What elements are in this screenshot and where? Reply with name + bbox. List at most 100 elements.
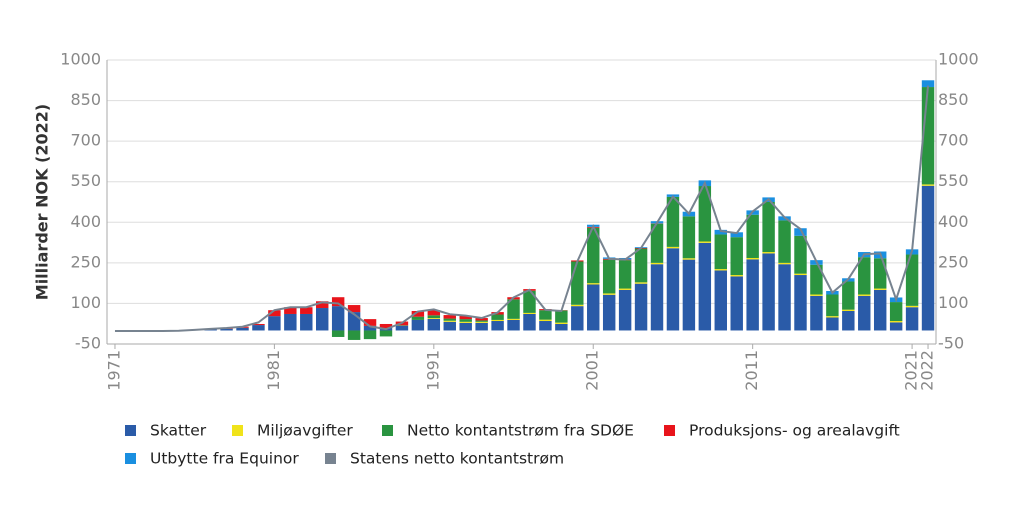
bar-segment	[300, 313, 313, 331]
bar-segment	[698, 186, 712, 242]
bar-segment	[634, 283, 648, 331]
bar-segment	[618, 260, 632, 289]
y2-tick-label: 700	[938, 131, 969, 150]
bar-segment	[204, 329, 217, 331]
bar-segment	[602, 293, 616, 295]
bar-segment	[905, 307, 919, 331]
bar-segment	[602, 294, 616, 331]
bar-segment	[411, 311, 425, 317]
bar-segment	[571, 304, 584, 307]
y-axis-label: Milliarder NOK (2022)	[33, 104, 52, 300]
bar-segment	[236, 327, 249, 331]
bar-segment	[873, 258, 887, 289]
bar-segment	[268, 316, 281, 331]
bar-segment	[523, 290, 536, 313]
bar-segment	[634, 248, 648, 283]
bar-segment	[714, 269, 727, 271]
bar-segment	[794, 273, 807, 276]
bar-segment	[698, 242, 712, 331]
y-tick-label: 850	[70, 90, 101, 109]
bar-segment	[650, 262, 664, 265]
bar-segment	[443, 321, 456, 331]
bar-segment	[682, 216, 696, 259]
bar-segment	[794, 275, 807, 331]
y-tick-label: 400	[70, 212, 101, 231]
bar-segment	[507, 299, 520, 319]
bar-segment	[475, 318, 488, 321]
bar-segment	[459, 321, 472, 323]
y-tick-label: 550	[70, 171, 101, 190]
bar-segment	[587, 283, 600, 285]
bar-segment	[714, 234, 727, 270]
bar-segment	[220, 328, 233, 331]
x-tick-label: 1981	[264, 350, 283, 391]
x-tick-label: 1991	[423, 350, 442, 391]
legend-label: Statens netto kontantstrøm	[350, 450, 564, 468]
bar-segment	[905, 305, 919, 308]
bar-segment	[427, 315, 441, 319]
bar-segment	[858, 295, 871, 331]
legend-swatch	[125, 453, 136, 464]
y2-tick-label: 250	[938, 252, 969, 271]
bar-segment	[252, 323, 265, 326]
bar-segment	[555, 310, 568, 323]
bar-segment	[347, 305, 361, 313]
y2-tick-label: 400	[938, 212, 969, 231]
bar-segment	[539, 321, 552, 331]
bar-segment	[730, 237, 743, 276]
bar-segment	[602, 259, 616, 294]
y-tick-label: 700	[70, 131, 101, 150]
bar-segment	[475, 322, 488, 331]
x-tick-label: 2021	[902, 350, 921, 391]
bar-segment	[778, 264, 791, 331]
bar-segment	[363, 325, 377, 331]
bar-segment	[363, 330, 377, 340]
bar-segment	[539, 319, 552, 322]
x-tick-label: 2011	[742, 350, 761, 391]
bar-segment	[634, 282, 648, 284]
bar-segment	[666, 248, 680, 331]
bar-segment	[587, 227, 600, 284]
legend-swatch	[664, 425, 675, 436]
y-tick-label: -50	[75, 334, 101, 353]
legend-swatch	[382, 425, 393, 436]
bar-segment	[666, 246, 680, 249]
bar-segment	[889, 302, 903, 322]
y2-tick-label: 100	[938, 293, 969, 312]
bar-segment	[523, 312, 536, 314]
y2-tick-label: 1000	[938, 50, 979, 69]
bar-segment	[921, 80, 935, 88]
bar-segment	[682, 258, 696, 260]
bar-segment	[587, 284, 600, 331]
bar-segment	[347, 330, 361, 340]
bar-segment	[475, 321, 488, 323]
legend-label: Produksjons- og arealavgift	[689, 422, 900, 440]
legend-swatch	[125, 425, 136, 436]
bar-segment	[746, 259, 759, 331]
bar-segment	[491, 321, 504, 331]
bar-segment	[331, 330, 345, 337]
bar-segment	[491, 314, 504, 320]
bar-segment	[873, 288, 887, 290]
y2-tick-label: 550	[938, 171, 969, 190]
bar-segment	[395, 325, 409, 331]
line	[114, 85, 930, 333]
bar-segment	[491, 319, 504, 322]
bar-segment	[826, 316, 839, 318]
bar-segment	[794, 228, 807, 236]
bar-segment	[459, 322, 472, 331]
bar-segment	[810, 264, 823, 295]
y-tick-label: 100	[70, 293, 101, 312]
bar-segment	[826, 317, 839, 331]
bar-segment	[618, 289, 632, 331]
bar-segment	[411, 319, 425, 331]
bar-segment	[698, 241, 712, 243]
bar-segment	[459, 315, 472, 320]
bar-segment	[778, 220, 791, 263]
bar-segment	[730, 276, 743, 331]
bar-segment	[555, 323, 568, 331]
bar-segment	[842, 311, 855, 331]
legend-label: Miljøavgifter	[257, 422, 353, 440]
bar-segment	[746, 257, 759, 260]
